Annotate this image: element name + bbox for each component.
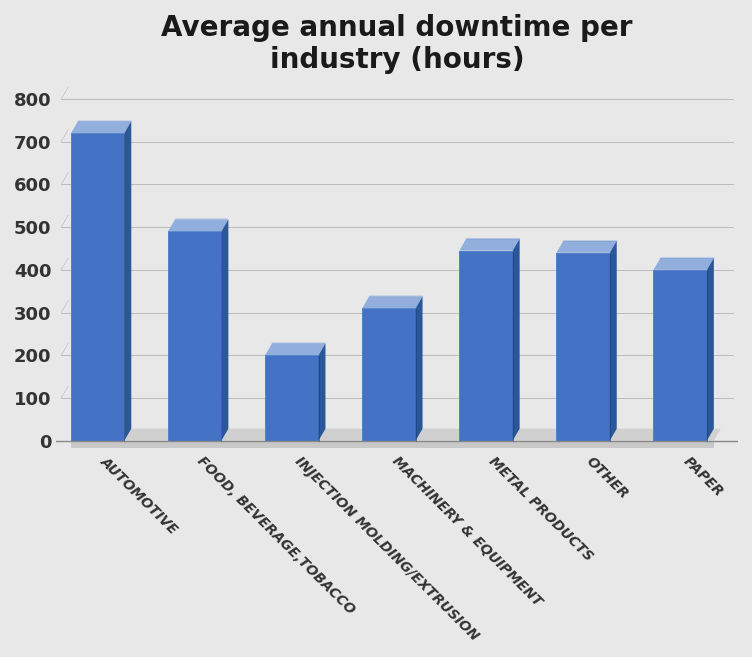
Polygon shape — [265, 343, 326, 355]
Polygon shape — [168, 219, 229, 231]
Polygon shape — [221, 219, 229, 441]
Polygon shape — [459, 238, 520, 250]
Polygon shape — [362, 308, 416, 441]
Polygon shape — [416, 296, 423, 441]
Polygon shape — [653, 270, 707, 441]
Polygon shape — [265, 355, 319, 441]
Polygon shape — [71, 133, 124, 441]
Polygon shape — [362, 296, 423, 308]
Polygon shape — [124, 122, 132, 441]
Polygon shape — [610, 241, 617, 441]
Polygon shape — [168, 231, 221, 441]
Polygon shape — [71, 441, 714, 448]
Polygon shape — [71, 122, 132, 133]
Polygon shape — [459, 250, 513, 441]
Polygon shape — [556, 241, 617, 253]
Polygon shape — [556, 253, 610, 441]
Polygon shape — [513, 238, 520, 441]
Polygon shape — [319, 343, 326, 441]
Title: Average annual downtime per
industry (hours): Average annual downtime per industry (ho… — [162, 14, 633, 74]
Polygon shape — [71, 428, 720, 441]
Polygon shape — [707, 258, 714, 441]
Polygon shape — [653, 258, 714, 270]
